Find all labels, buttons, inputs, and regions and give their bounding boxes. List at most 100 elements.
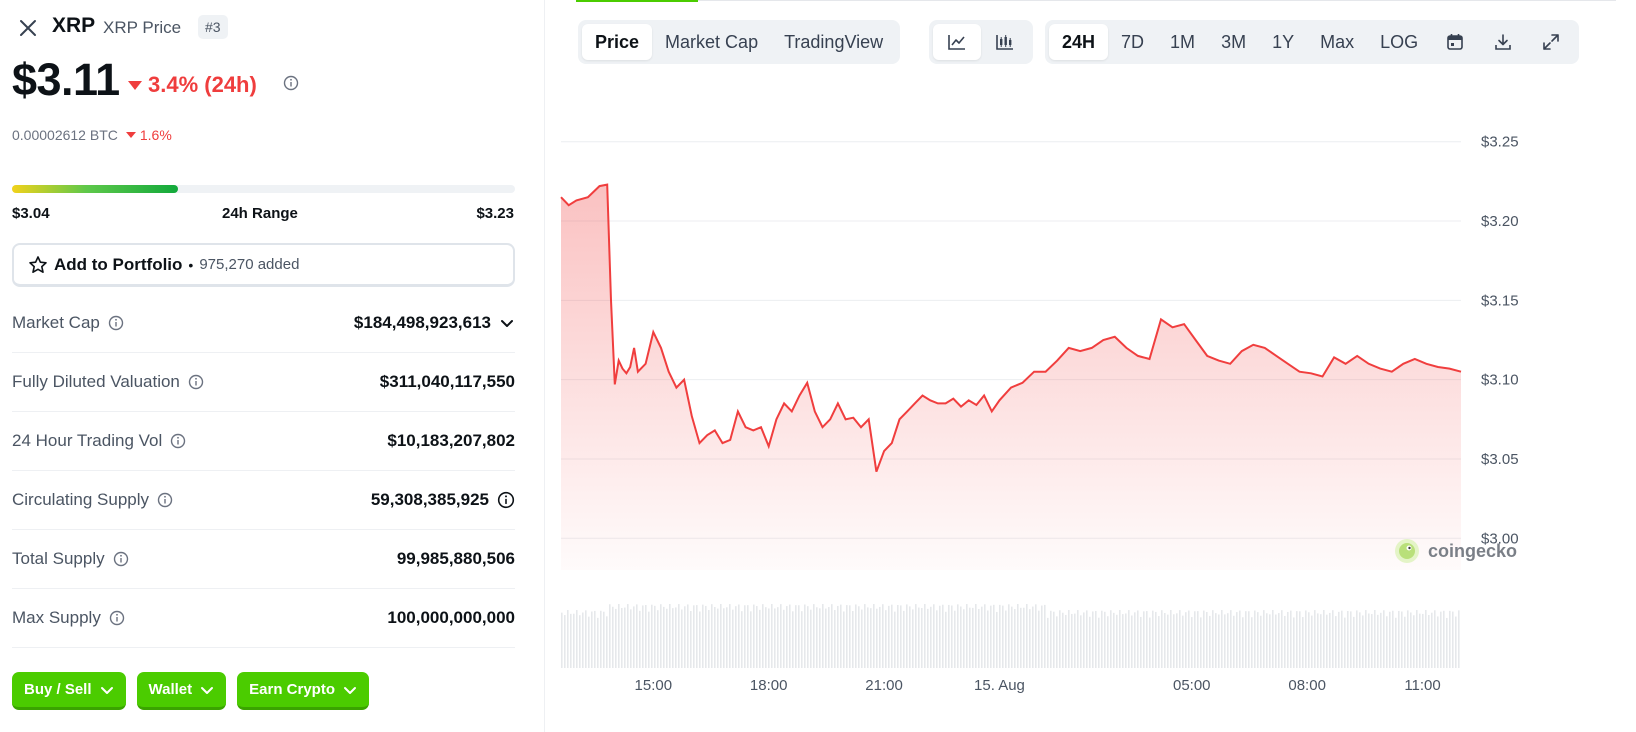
info-icon[interactable] [188, 374, 204, 390]
volume-bar [663, 606, 665, 668]
calendar-button[interactable] [1431, 24, 1479, 60]
volume-bar [564, 615, 566, 668]
volume-bar [1296, 611, 1298, 668]
volume-bar [657, 610, 659, 668]
tab-tradingview[interactable]: TradingView [784, 31, 884, 52]
volume-bar [1071, 613, 1073, 668]
range-3m[interactable]: 3M [1221, 31, 1247, 52]
download-button[interactable] [1479, 24, 1527, 60]
info-icon[interactable] [170, 433, 186, 449]
volume-bar [960, 606, 962, 668]
volume-bar [615, 608, 617, 668]
volume-bar [1128, 610, 1130, 668]
volume-bar [690, 610, 692, 668]
info-icon[interactable] [497, 491, 515, 509]
y-tick-label: $3.00 [1481, 530, 1519, 547]
volume-bar [813, 604, 815, 668]
info-icon[interactable] [109, 610, 125, 626]
volume-bar [642, 605, 644, 668]
volume-bar [1212, 610, 1214, 668]
range-24h[interactable]: 24H [1049, 24, 1109, 60]
volume-bar [1383, 610, 1385, 668]
volume-bar [987, 610, 989, 668]
info-icon[interactable] [283, 75, 299, 91]
volume-bar [918, 607, 920, 668]
volume-bar [777, 607, 779, 668]
volume-bar [1320, 614, 1322, 668]
volume-bar [1200, 617, 1202, 668]
volume-bar [1191, 617, 1193, 668]
volume-bar [1056, 616, 1058, 668]
volume-bar [768, 608, 770, 668]
chevron-down-icon [201, 686, 214, 694]
x-tick-label: 18:00 [750, 677, 788, 694]
volume-bar [1017, 604, 1019, 668]
volume-bar [705, 605, 707, 668]
volume-bar [894, 611, 896, 668]
volume-bar [735, 606, 737, 668]
volume-bar [795, 605, 797, 668]
volume-bar [1329, 612, 1331, 668]
info-icon[interactable] [113, 551, 129, 567]
volume-bar [639, 610, 641, 668]
range-max[interactable]: Max [1320, 31, 1355, 52]
btc-price: 0.00002612 BTC [12, 127, 118, 143]
volume-bar [1353, 616, 1355, 668]
wallet-button[interactable]: Wallet [136, 672, 227, 710]
tab-price[interactable]: Price [582, 24, 653, 60]
line-chart-button[interactable] [933, 24, 981, 60]
price-line [560, 183, 1462, 473]
volume-bar [882, 604, 884, 668]
volume-bar [669, 604, 671, 668]
earn-crypto-button[interactable]: Earn Crypto [237, 672, 370, 710]
volume-bar [1116, 614, 1118, 668]
volume-bar [606, 616, 608, 668]
price-chart[interactable]: $3.00 $3.05 $3.10 $3.15 $3.20 $3.25 15:00 18:0… [546, 70, 1636, 732]
stat-value: $10,183,207,802 [387, 431, 515, 450]
volume-bar [855, 604, 857, 668]
volume-bar [933, 604, 935, 668]
btc-change: 1.6% [125, 127, 172, 143]
volume-bar [963, 609, 965, 668]
volume-bar [810, 609, 812, 668]
down-arrow-icon [128, 80, 142, 90]
volume-bar [1440, 611, 1442, 668]
chart-type-toggle [929, 20, 1033, 64]
add-to-portfolio-button[interactable]: Add to Portfolio • 975,270 added [12, 243, 515, 287]
close-icon[interactable] [18, 18, 38, 38]
volume-bar [567, 610, 569, 668]
volume-bar [771, 604, 773, 668]
log-scale-button[interactable]: LOG [1380, 31, 1419, 52]
volume-bar [1359, 612, 1361, 668]
volume-bar [1341, 610, 1343, 668]
volume-bar [1293, 617, 1295, 668]
volume-bar [1368, 613, 1370, 668]
tab-market-cap[interactable]: Market Cap [665, 31, 759, 52]
range-1m[interactable]: 1M [1170, 31, 1196, 52]
range-7d[interactable]: 7D [1121, 31, 1145, 52]
volume-bar [1119, 610, 1121, 668]
volume-bar [798, 605, 800, 668]
divider [576, 0, 1616, 1]
fullscreen-button[interactable] [1527, 24, 1575, 60]
chevron-down-icon[interactable] [499, 315, 515, 331]
volume-bar [570, 613, 572, 668]
candlestick-chart-button[interactable] [981, 24, 1029, 60]
action-buttons: Buy / Sell Wallet Earn Crypto [12, 672, 370, 710]
volume-bar [822, 604, 824, 668]
range-1y[interactable]: 1Y [1272, 31, 1295, 52]
volume-bar [783, 609, 785, 668]
info-icon[interactable] [157, 492, 173, 508]
volume-bar [1161, 610, 1163, 668]
info-icon[interactable] [108, 315, 124, 331]
volume-bar [1038, 610, 1040, 668]
active-section-indicator [576, 0, 698, 2]
volume-bar [1404, 616, 1406, 668]
volume-bar [1365, 610, 1367, 668]
buy-sell-button[interactable]: Buy / Sell [12, 672, 126, 710]
volume-bar [1083, 612, 1085, 668]
volume-bar [1068, 610, 1070, 668]
volume-bar [1311, 615, 1313, 668]
stat-row-max-supply: Max Supply 100,000,000,000 [12, 589, 515, 648]
stat-value: $311,040,117,550 [379, 372, 515, 391]
